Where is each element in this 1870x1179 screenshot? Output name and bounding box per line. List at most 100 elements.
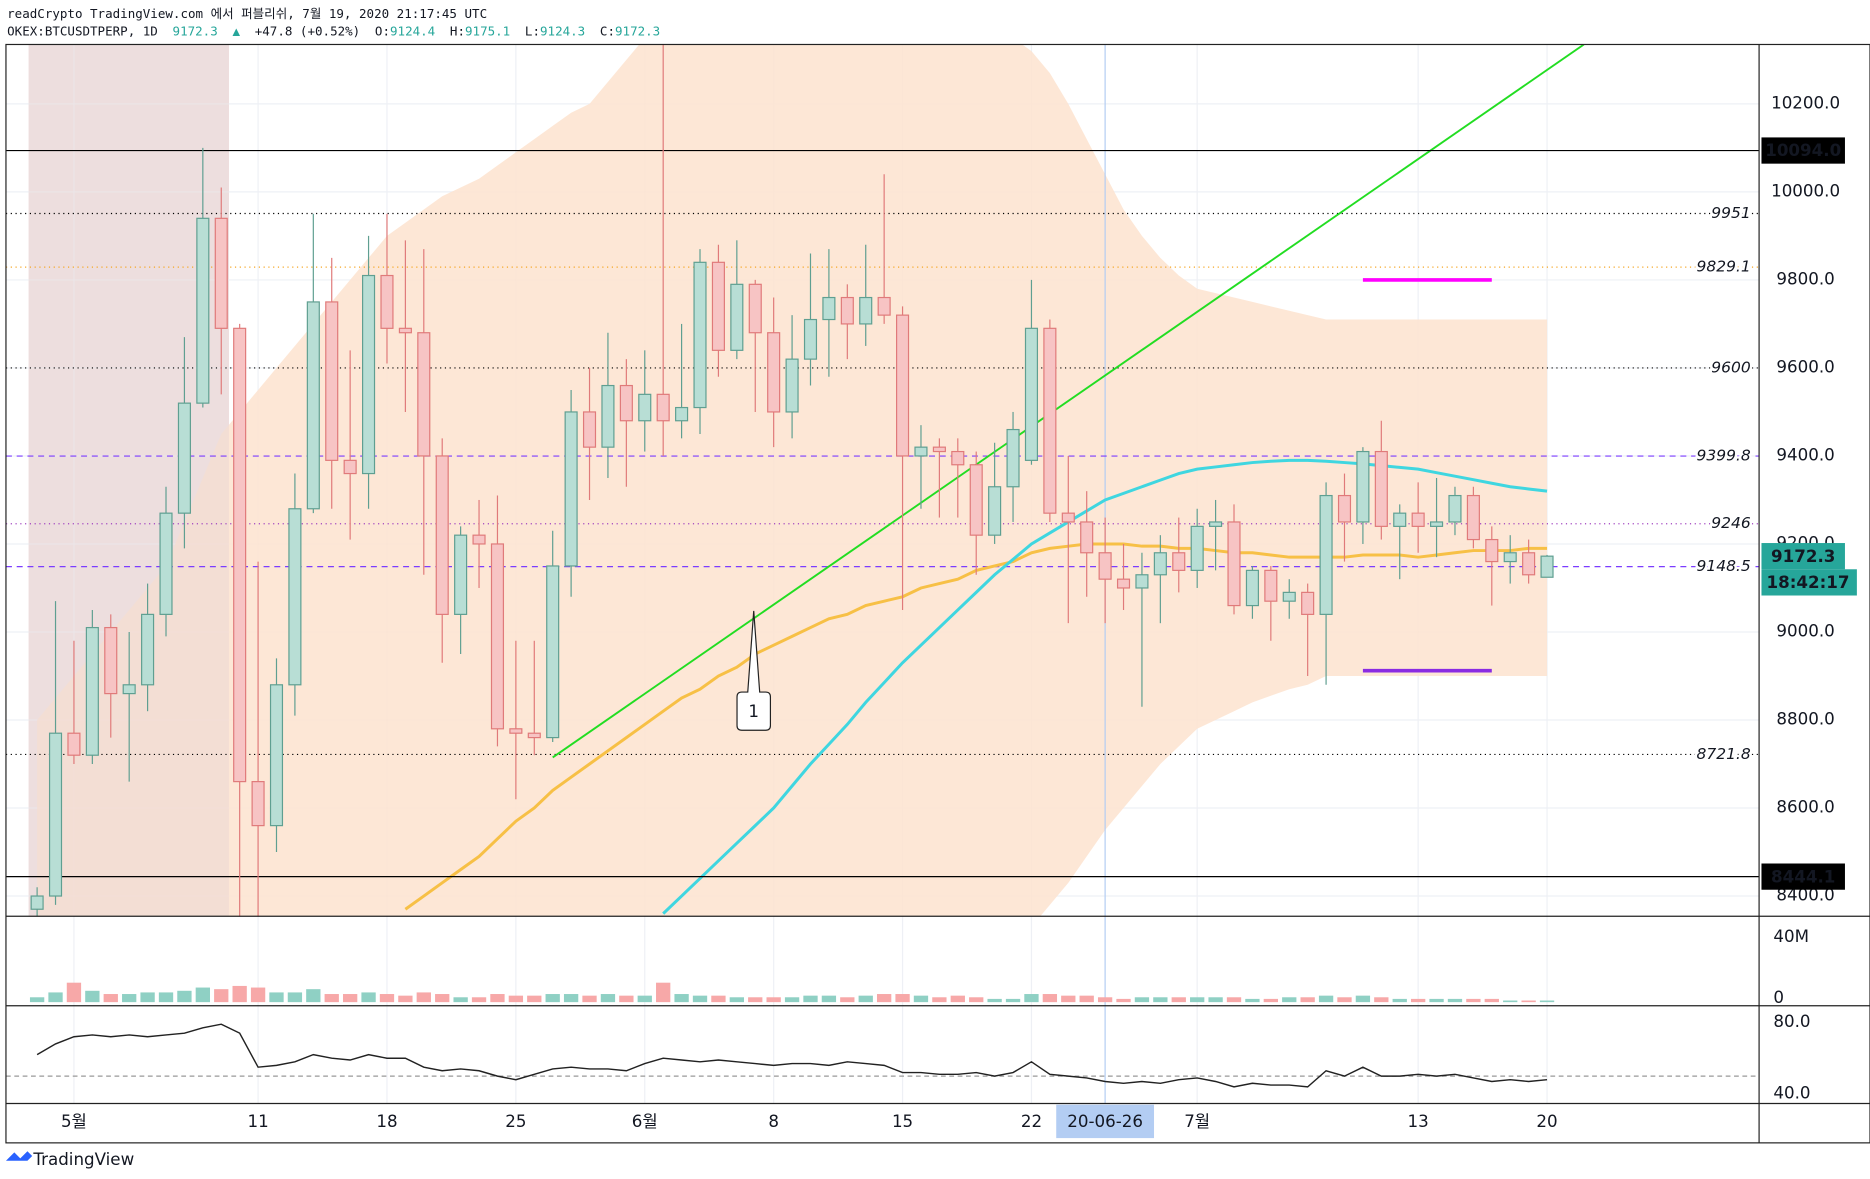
volume-bar xyxy=(85,990,100,1003)
volume-bar xyxy=(1226,997,1242,1003)
candle-body xyxy=(564,411,578,567)
volume-bar xyxy=(1429,998,1444,1003)
candle-body xyxy=(362,274,376,475)
candle-body xyxy=(233,327,247,783)
volume-bar xyxy=(269,992,284,1003)
candle-body xyxy=(325,301,339,461)
candle-body xyxy=(969,464,983,536)
level-label: 9246 xyxy=(1711,514,1751,532)
volume-bar xyxy=(1466,998,1481,1003)
candle-body xyxy=(1098,552,1112,580)
volume-bar xyxy=(1079,995,1094,1003)
volume-bar xyxy=(748,997,763,1003)
candle-body xyxy=(122,684,136,695)
candle-body xyxy=(675,406,689,422)
volume-bar xyxy=(784,997,800,1003)
x-tick-label: 22 xyxy=(1021,1112,1042,1131)
volume-bar xyxy=(1061,995,1076,1003)
volume-bar xyxy=(103,994,118,1003)
candle-body xyxy=(785,358,799,413)
volume-bar xyxy=(637,995,652,1003)
x-tick-label: 8 xyxy=(768,1112,779,1131)
volume-bar xyxy=(1503,1000,1518,1003)
oscillator-line xyxy=(36,1023,1548,1088)
volume-bar xyxy=(1263,998,1278,1003)
candle-body xyxy=(877,296,891,316)
volume-bar xyxy=(1134,997,1150,1003)
candle-body xyxy=(619,384,633,422)
level-label: 9148.5 xyxy=(1696,557,1750,575)
candle-body xyxy=(1430,521,1444,527)
axes: 8400.08600.08800.09000.09200.09400.09600… xyxy=(61,93,1857,1139)
candle-body xyxy=(1374,450,1388,527)
volume-bar xyxy=(1245,998,1260,1003)
volume-bar xyxy=(821,995,837,1003)
volume-bar xyxy=(600,994,616,1003)
candle-body xyxy=(196,217,210,404)
candle-body xyxy=(711,261,725,351)
volume-bar xyxy=(195,987,210,1003)
candle-body xyxy=(343,459,357,475)
level-label: 9600 xyxy=(1711,358,1751,376)
volume-bar xyxy=(122,994,137,1003)
candle-body xyxy=(85,626,99,756)
volume-bar xyxy=(1521,1000,1536,1003)
h-label: H: xyxy=(450,23,465,38)
candle-body xyxy=(1503,552,1517,563)
candle-body xyxy=(932,446,946,453)
volume-bar xyxy=(1300,997,1315,1003)
symbol-line: OKEX:BTCUSDTPERP, 1D 9172.3 ▲ +47.8 (+0.… xyxy=(7,23,660,38)
candle-body xyxy=(730,283,744,351)
price-tag-label: 9172.3 xyxy=(1771,547,1835,566)
volume-bar xyxy=(1208,997,1223,1003)
level-label: 9951 xyxy=(1711,204,1750,222)
c-value: 9172.3 xyxy=(615,23,660,38)
x-tick-label: 7월 xyxy=(1184,1112,1210,1131)
level-label: 8721.8 xyxy=(1696,745,1750,763)
candle-body xyxy=(1172,552,1186,571)
x-tick-label: 11 xyxy=(247,1112,268,1131)
symbol: OKEX:BTCUSDTPERP, 1D xyxy=(7,23,158,38)
candle-body xyxy=(1245,569,1259,607)
candle-body xyxy=(1411,512,1425,527)
crosshair-tag xyxy=(1056,1104,1155,1139)
volume-bar xyxy=(361,992,376,1003)
candle-body xyxy=(509,728,523,734)
volume-bar xyxy=(913,995,929,1003)
l-label: L: xyxy=(525,23,540,38)
o-value: 9124.4 xyxy=(390,23,435,38)
x-tick-label: 5월 xyxy=(61,1112,87,1131)
volume-bar xyxy=(619,995,634,1003)
candle-body xyxy=(380,274,394,329)
volume-bar xyxy=(674,994,689,1003)
volume-tick-label: 40M xyxy=(1773,927,1809,946)
volume-bar xyxy=(398,995,413,1003)
volume-bar xyxy=(1042,994,1058,1003)
candle-body xyxy=(914,446,928,457)
volume-tick-label: 0 xyxy=(1773,988,1784,1007)
candle-body xyxy=(767,332,781,413)
volume-bar xyxy=(1447,998,1463,1003)
candle-body xyxy=(803,318,818,360)
l-value: 9124.3 xyxy=(540,23,585,38)
volume-bar xyxy=(471,997,487,1003)
volume-bar xyxy=(1539,1000,1555,1003)
candle-body xyxy=(1153,552,1167,576)
candle-body xyxy=(896,314,910,457)
volume-bar xyxy=(876,994,892,1003)
volume-bar xyxy=(1116,998,1131,1003)
y-tick-label: 10200.0 xyxy=(1771,93,1840,112)
volume-bar xyxy=(692,995,708,1003)
candle-body xyxy=(1301,591,1315,615)
candle-body xyxy=(1006,428,1020,488)
candle-body xyxy=(1319,494,1333,615)
volume-bar xyxy=(214,989,229,1003)
y-tick-label: 8800.0 xyxy=(1776,709,1834,728)
volume-bar xyxy=(508,995,524,1003)
candle-body xyxy=(748,283,762,334)
candle-body xyxy=(582,411,597,448)
up-arrow: ▲ xyxy=(232,23,240,38)
trendline xyxy=(552,44,1585,759)
candle-body xyxy=(454,534,468,615)
